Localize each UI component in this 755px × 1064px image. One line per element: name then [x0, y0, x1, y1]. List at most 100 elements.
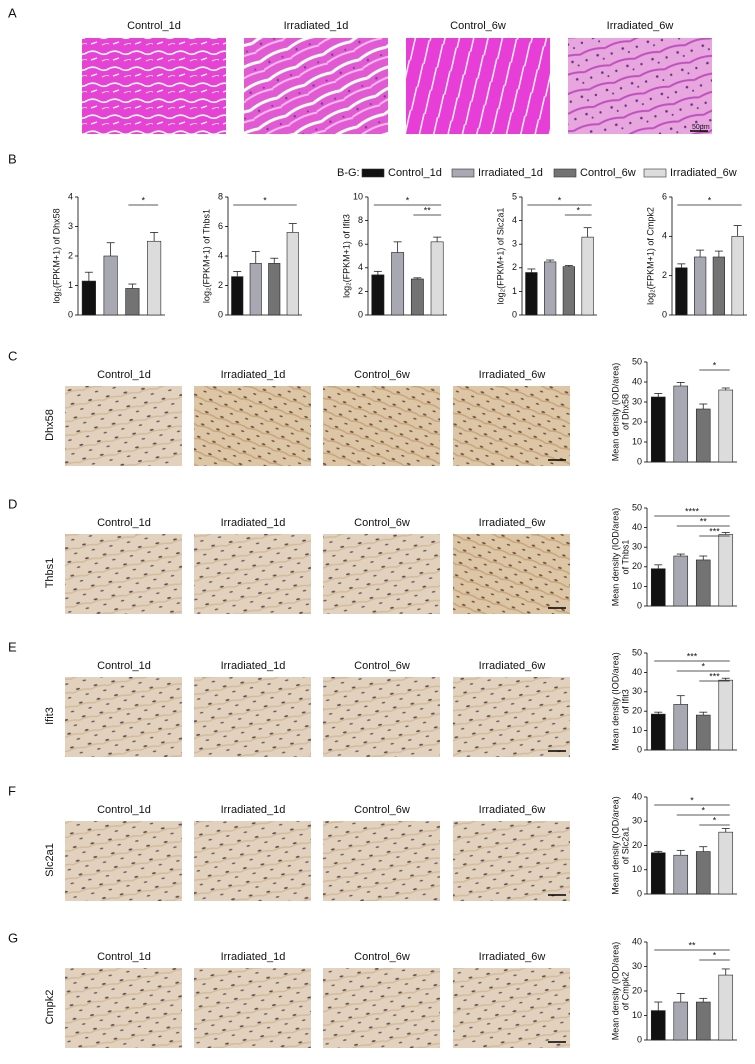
- significance-label: ***: [709, 526, 720, 536]
- y-tick-label: 0: [68, 309, 73, 319]
- image-title: Irradiated_6w: [607, 20, 674, 32]
- bar: [103, 255, 118, 316]
- ihc-image: [65, 968, 182, 1048]
- bar: [712, 256, 725, 316]
- image-title: Control_6w: [354, 951, 410, 963]
- y-tick-label: 0: [637, 888, 642, 898]
- significance-label: *: [701, 805, 705, 815]
- legend-label: Control_6w: [580, 167, 636, 179]
- bar: [673, 385, 689, 463]
- image-title: Control_1d: [127, 20, 181, 32]
- image-title: Control_6w: [354, 369, 410, 381]
- bar: [581, 236, 594, 316]
- legend-label: Control_1d: [388, 167, 442, 179]
- histology-image: [406, 38, 550, 134]
- bar: [231, 276, 244, 316]
- y-tick-label: 6: [662, 191, 667, 201]
- y-tick-label: 40: [632, 376, 642, 386]
- image-title: Irradiated_6w: [479, 804, 546, 816]
- y-tick-label: 0: [512, 309, 517, 319]
- y-axis-label: Mean density (IOD/area): [610, 363, 620, 462]
- y-tick-label: 40: [632, 667, 642, 677]
- ihc-image: [453, 821, 570, 901]
- significance-label: **: [424, 205, 432, 215]
- significance-label: *: [690, 795, 694, 805]
- y-tick-label: 4: [512, 215, 517, 225]
- scale-label: 50μm: [692, 124, 710, 131]
- image-title: Control_6w: [354, 517, 410, 529]
- y-tick-label: 2: [68, 250, 73, 260]
- gene-label: Thbs1: [44, 558, 56, 589]
- panel-label: E: [8, 639, 17, 654]
- legend-swatch: [361, 168, 385, 178]
- bar: [718, 831, 734, 895]
- y-tick-label: 30: [632, 816, 642, 826]
- bar: [695, 408, 711, 463]
- bar: [673, 555, 689, 607]
- ihc-image: [323, 677, 440, 757]
- significance-label: *: [263, 195, 267, 205]
- image-title: Irradiated_1d: [221, 517, 286, 529]
- y-tick-label: 30: [632, 542, 642, 552]
- significance-label: *: [708, 195, 712, 205]
- bar: [650, 568, 666, 607]
- y-tick-label: 0: [218, 309, 223, 319]
- ihc-image: [323, 386, 440, 466]
- y-axis-label: Mean density (IOD/area): [610, 508, 620, 607]
- y-tick-label: 20: [632, 416, 642, 426]
- y-tick-label: 30: [632, 396, 642, 406]
- y-axis-label: log₂(FPKM+1) of Slc2a1: [495, 208, 505, 305]
- y-tick-label: 40: [632, 936, 642, 946]
- image-title: Irradiated_1d: [221, 660, 286, 672]
- y-tick-label: 20: [632, 985, 642, 995]
- y-tick-label: 20: [632, 840, 642, 850]
- image-title: Control_6w: [354, 660, 410, 672]
- significance-label: *: [713, 950, 717, 960]
- bar: [525, 272, 538, 316]
- legend-swatch: [553, 168, 577, 178]
- y-tick-label: 10: [632, 581, 642, 591]
- y-tick-label: 30: [632, 961, 642, 971]
- image-title: Irradiated_6w: [479, 660, 546, 672]
- y-tick-label: 4: [662, 231, 667, 241]
- y-tick-label: 10: [632, 436, 642, 446]
- histology-image: [82, 38, 226, 134]
- significance-label: *: [713, 360, 717, 370]
- y-tick-label: 0: [637, 600, 642, 610]
- bar: [544, 261, 557, 316]
- panel-label: C: [8, 348, 17, 363]
- bar: [718, 974, 734, 1041]
- y-tick-label: 50: [632, 647, 642, 657]
- y-tick-label: 4: [68, 191, 73, 201]
- image-title: Irradiated_6w: [479, 951, 546, 963]
- significance-label: ****: [685, 506, 700, 516]
- y-tick-label: 10: [632, 1010, 642, 1020]
- gene-label: Dhx58: [44, 409, 56, 441]
- image-title: Control_1d: [97, 951, 151, 963]
- y-tick-label: 20: [632, 561, 642, 571]
- y-axis-label: log₂(FPKM+1) of Thbs1: [201, 209, 211, 303]
- legend-label: Irradiated_1d: [478, 167, 543, 179]
- y-tick-label: 2: [218, 280, 223, 290]
- y-tick-label: 3: [512, 239, 517, 249]
- image-title: Irradiated_6w: [479, 369, 546, 381]
- significance-label: **: [700, 516, 708, 526]
- y-tick-label: 10: [353, 191, 363, 201]
- y-tick-label: 20: [632, 706, 642, 716]
- gene-label: Slc2a1: [44, 843, 56, 877]
- image-title: Irradiated_1d: [284, 20, 349, 32]
- bar: [695, 559, 711, 607]
- legend-label: Irradiated_6w: [670, 167, 737, 179]
- image-title: Control_6w: [354, 804, 410, 816]
- bar: [675, 267, 688, 316]
- image-title: Irradiated_6w: [479, 517, 546, 529]
- bar: [430, 241, 444, 316]
- bar: [650, 1010, 666, 1041]
- y-tick-label: 0: [637, 1034, 642, 1044]
- legend-prefix: B-G:: [337, 167, 360, 179]
- bar: [650, 852, 666, 895]
- bar: [268, 263, 281, 316]
- ihc-image: [323, 534, 440, 614]
- bar: [695, 851, 711, 895]
